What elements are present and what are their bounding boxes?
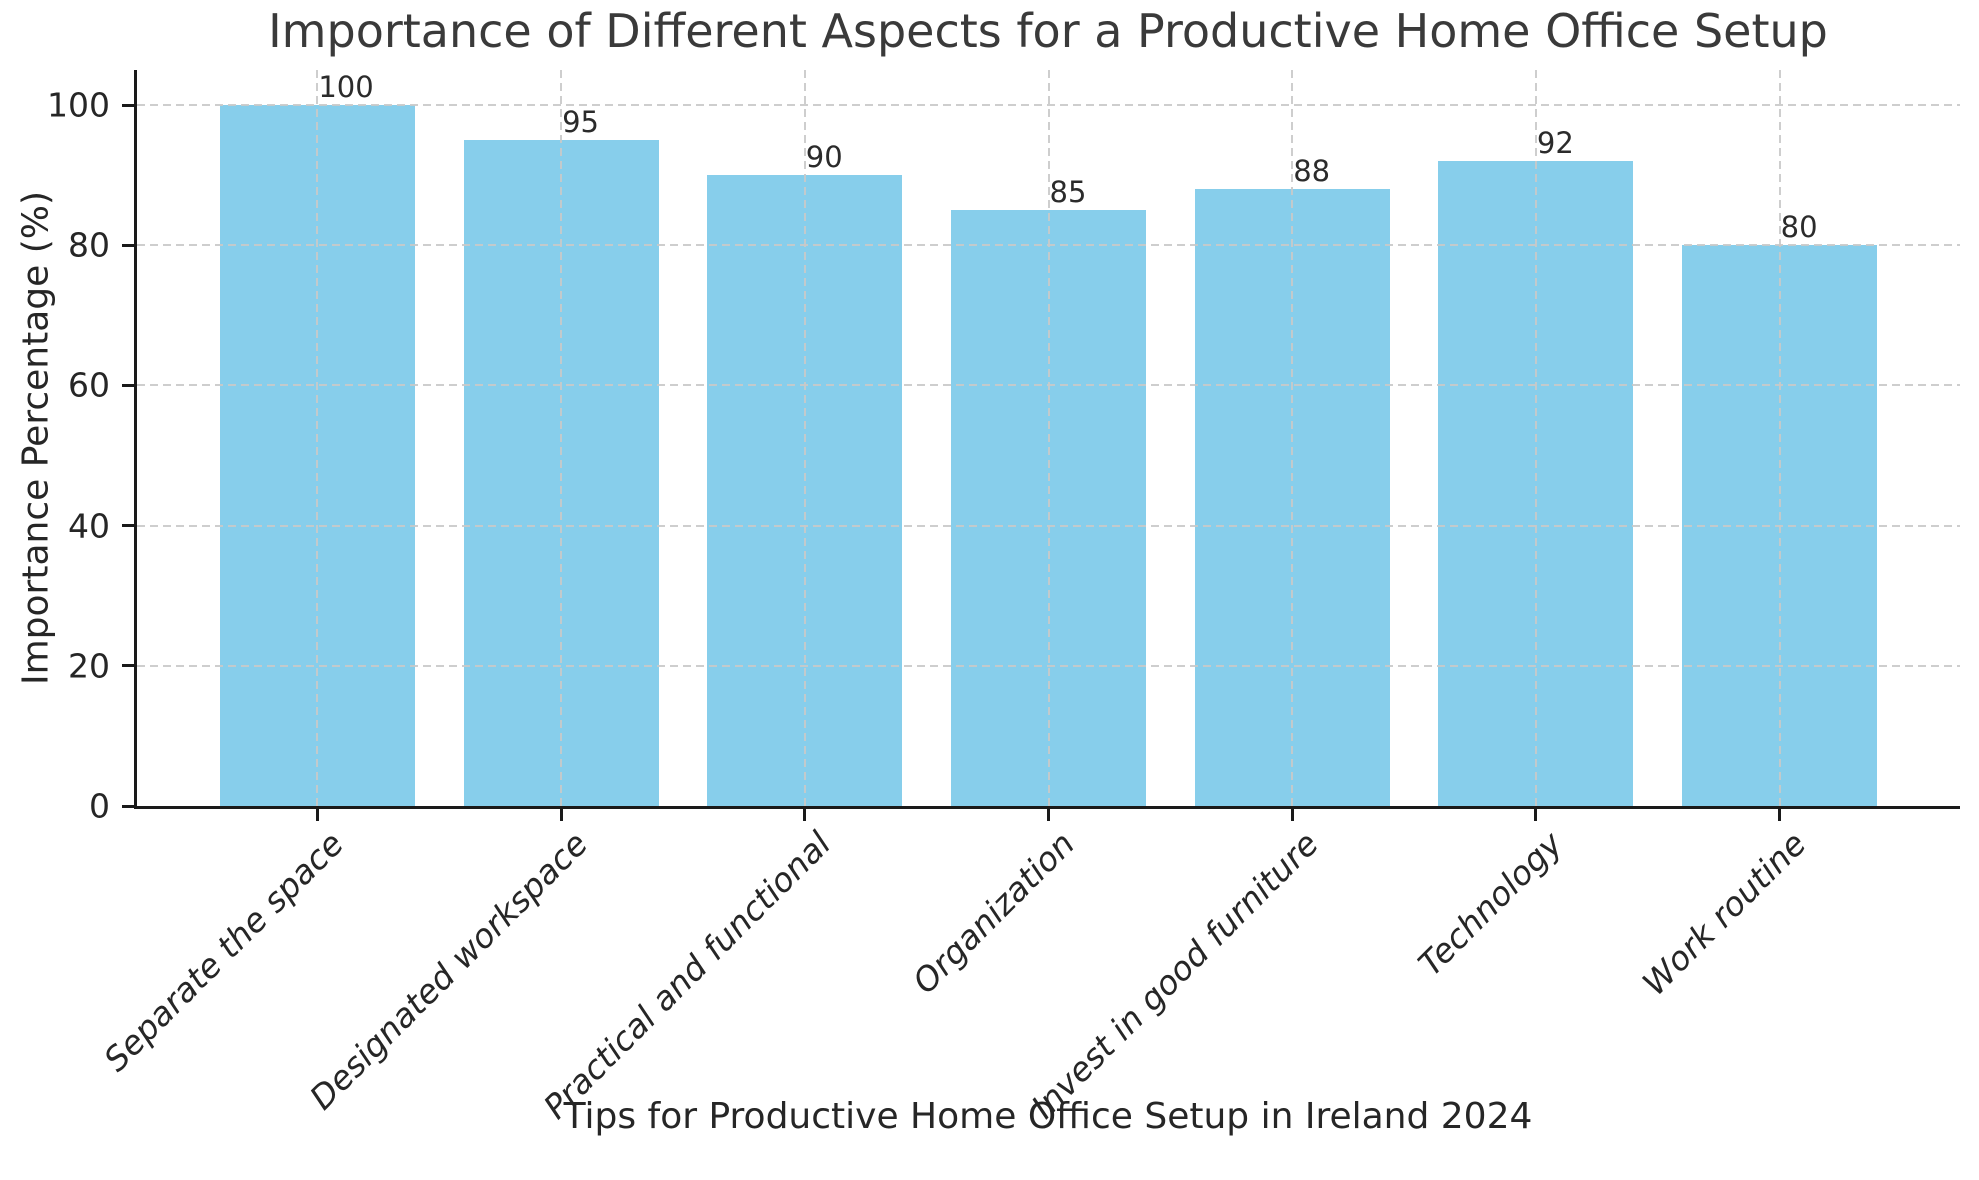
- y-tick-0: [122, 804, 134, 808]
- bar-value-label-1: 100: [318, 70, 374, 105]
- x-tick-label-7: Work routine: [1634, 824, 1814, 1003]
- bar-value-label-5: 88: [1293, 154, 1331, 189]
- y-tick-label-40: 40: [68, 506, 110, 546]
- v-gridline-2: [560, 70, 563, 806]
- x-tick-label-1: Separate the space: [96, 824, 351, 1079]
- plot-area: 0 20 40 60 80 100 100 95 90 85 88 92 80 Separate the …: [47, 70, 1960, 1126]
- bar-value-label-3: 90: [805, 140, 843, 175]
- x-tick-2: [559, 809, 563, 821]
- chart-title: Importance of Different Aspects for a Pr…: [268, 4, 1828, 58]
- x-tick-label-4: Organization: [904, 824, 1083, 1002]
- v-gridline-3: [803, 70, 806, 806]
- y-tick-80: [122, 243, 134, 247]
- x-tick-1: [315, 809, 319, 821]
- y-tick-label-60: 60: [68, 365, 110, 405]
- y-tick-label-20: 20: [68, 646, 110, 686]
- y-tick-label-0: 0: [89, 786, 110, 826]
- x-tick-label-6: Technology: [1410, 824, 1570, 984]
- v-gridline-7: [1778, 70, 1781, 806]
- x-tick-label-2: Designated workspace: [301, 824, 595, 1118]
- y-tick-20: [122, 664, 134, 668]
- x-tick-4: [1047, 809, 1050, 821]
- y-tick-label-100: 100: [47, 85, 110, 125]
- y-tick-label-80: 80: [68, 225, 110, 265]
- bar-value-label-4: 85: [1049, 175, 1087, 210]
- y-tick-40: [122, 524, 134, 528]
- x-tick-7: [1778, 809, 1782, 821]
- x-tick-5: [1290, 809, 1294, 821]
- x-tick-label-3: Practical and functional: [535, 824, 839, 1127]
- v-gridline-1: [316, 70, 319, 806]
- y-tick-100: [122, 103, 134, 107]
- x-tick-6: [1534, 809, 1538, 821]
- v-gridline-4: [1047, 70, 1050, 806]
- y-axis-label: Importance Percentage (%): [15, 191, 57, 685]
- v-gridline-6: [1534, 70, 1537, 806]
- bar-value-label-2: 95: [562, 105, 599, 140]
- x-axis-label: Tips for Productive Home Office Setup in…: [563, 1096, 1533, 1137]
- bar-value-label-7: 80: [1780, 210, 1818, 245]
- bar-value-label-6: 92: [1536, 126, 1574, 161]
- y-tick-60: [122, 383, 134, 387]
- v-gridline-5: [1291, 70, 1294, 806]
- x-tick-3: [803, 809, 807, 821]
- x-tick-label-5: Invest in good furniture: [1023, 824, 1326, 1127]
